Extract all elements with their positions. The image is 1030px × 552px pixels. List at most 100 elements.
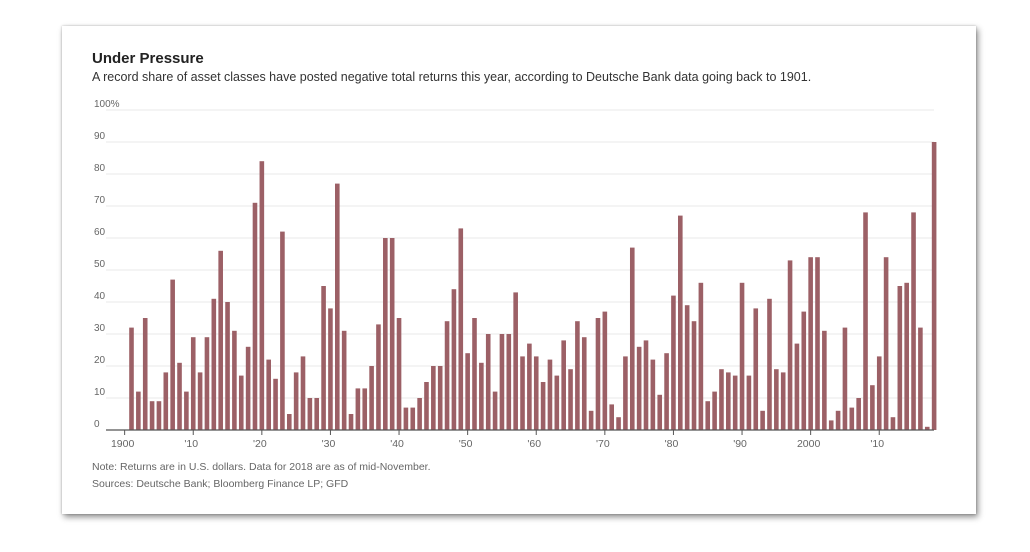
bar (472, 318, 477, 430)
bar (691, 321, 697, 430)
y-tick-label: 100% (94, 99, 120, 110)
bar (746, 375, 752, 430)
chart-card: 0 10 20 30 40 50 60 70 80 90 100% 1900 '10 '20 '30 '40 '… (62, 26, 976, 514)
bar (163, 372, 169, 430)
y-tick-label: 20 (94, 355, 106, 366)
x-tick-label: 1900 (111, 438, 135, 450)
bar (376, 324, 381, 430)
bar (389, 238, 395, 430)
x-tick-label: '40 (390, 438, 404, 450)
y-tick-label: 30 (94, 323, 106, 334)
x-tick-label: '10 (184, 438, 198, 450)
bar (437, 366, 443, 430)
bar (465, 353, 470, 430)
bar (499, 334, 505, 430)
bar (328, 308, 333, 430)
y-tick-label: 0 (94, 419, 100, 430)
bar (650, 359, 656, 430)
bar (719, 369, 724, 430)
y-tick-label: 50 (94, 259, 106, 270)
bar (575, 321, 580, 430)
x-tick-label: '20 (253, 438, 267, 450)
y-tick-label: 80 (94, 163, 106, 174)
bar (479, 362, 484, 430)
bar (458, 228, 464, 430)
y-tick-label: 70 (94, 195, 106, 206)
y-tick-label: 40 (94, 291, 106, 302)
bar (767, 298, 772, 430)
bar (362, 388, 368, 430)
bar (492, 391, 498, 430)
bar (726, 372, 731, 430)
bar (259, 161, 265, 430)
bar (595, 318, 601, 430)
bar (636, 346, 642, 430)
bar (369, 366, 374, 430)
chart-note: Note: Returns are in U.S. dollars. Data … (92, 461, 431, 473)
bar-chart: 0 10 20 30 40 50 60 70 80 90 100% 1900 '10 '20 '30 '40 '… (94, 99, 937, 450)
bar (513, 292, 518, 430)
bar (273, 378, 278, 430)
bar (177, 362, 182, 430)
bar (417, 398, 422, 430)
bar (293, 372, 299, 430)
bar (431, 366, 436, 430)
bar (218, 250, 223, 430)
bar (678, 215, 683, 430)
bar (506, 334, 512, 430)
bar (321, 286, 326, 430)
bar (616, 417, 621, 430)
bar (520, 356, 525, 430)
bar (444, 321, 450, 430)
x-tick-label: '60 (527, 438, 541, 450)
bar (245, 346, 251, 430)
bar (787, 260, 793, 430)
bar (554, 375, 560, 430)
bar (170, 279, 175, 430)
bar (924, 426, 930, 430)
bar (780, 372, 786, 430)
bar (355, 388, 361, 430)
bar (664, 353, 669, 430)
bar (609, 404, 614, 430)
bar (280, 231, 285, 430)
bar (581, 337, 587, 430)
bar (904, 282, 909, 430)
chart-sources: Sources: Deutsche Bank; Bloomberg Financ… (92, 478, 349, 490)
bar (712, 391, 717, 430)
bar (314, 398, 320, 430)
bar (396, 318, 402, 430)
bar (671, 295, 676, 430)
bar (527, 343, 532, 430)
bar (588, 410, 594, 430)
x-tick-label: '10 (870, 438, 884, 450)
bar (602, 311, 608, 430)
bar (300, 356, 306, 430)
bar (801, 311, 807, 430)
bar (540, 382, 546, 430)
x-tick-label: '90 (733, 438, 747, 450)
bar (383, 238, 388, 430)
bar (129, 327, 134, 430)
bar (568, 369, 573, 430)
bar (335, 183, 340, 430)
bar (815, 257, 820, 430)
bar (424, 382, 429, 430)
bar (760, 410, 765, 430)
bar (739, 282, 745, 430)
bar (190, 337, 196, 430)
bar (451, 289, 457, 430)
bar (643, 340, 649, 430)
chart-title: Under Pressure (92, 50, 204, 67)
bar (197, 372, 203, 430)
bar (184, 391, 189, 430)
bar (149, 401, 155, 430)
bar (142, 318, 148, 430)
bar (629, 247, 635, 430)
y-tick-label: 90 (94, 131, 106, 142)
bar (931, 142, 937, 430)
bar (561, 340, 566, 430)
bar (835, 410, 841, 430)
bar (794, 343, 800, 430)
bar (403, 407, 409, 430)
